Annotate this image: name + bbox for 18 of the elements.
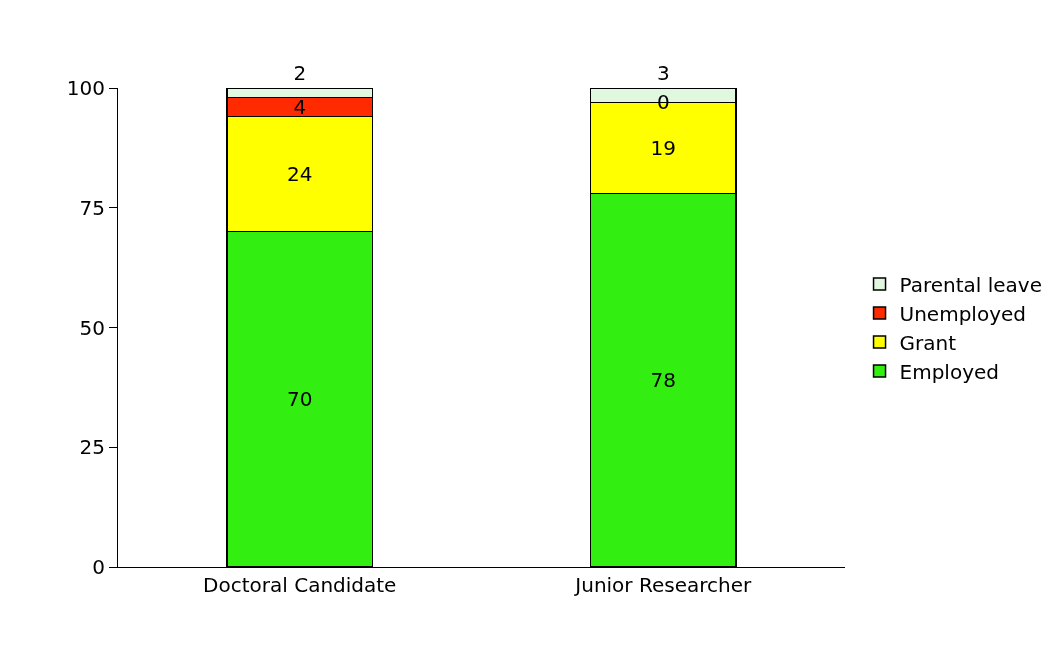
legend-label: Employed bbox=[899, 359, 999, 384]
data-label: 70 bbox=[287, 387, 313, 412]
data-label: 19 bbox=[650, 135, 676, 160]
y-tick-label: 100 bbox=[66, 76, 105, 100]
y-tick-label: 25 bbox=[79, 435, 105, 460]
legend-label: Grant bbox=[899, 330, 957, 355]
y-tick-label: 0 bbox=[92, 555, 105, 579]
legend-label: Parental leave bbox=[899, 272, 1042, 297]
y-tick-label: 50 bbox=[79, 315, 105, 340]
legend-label: Unemployed bbox=[899, 301, 1026, 326]
x-tick-label: Doctoral Candidate bbox=[203, 573, 397, 597]
data-label: 2 bbox=[293, 61, 307, 85]
data-label: 78 bbox=[650, 368, 676, 393]
y-tick-label: 75 bbox=[79, 195, 105, 220]
data-label: 24 bbox=[287, 162, 313, 187]
data-label: 4 bbox=[293, 95, 307, 120]
data-label: 3 bbox=[656, 61, 670, 85]
x-tick-label: Junior Researcher bbox=[573, 573, 752, 597]
